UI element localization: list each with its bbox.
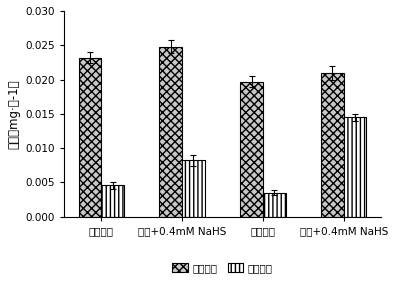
Bar	[263, 193, 286, 217]
Legend: 地上部分, 地下部分: 地上部分, 地下部分	[168, 259, 277, 277]
Bar	[240, 82, 263, 217]
Bar	[182, 160, 205, 217]
Bar	[101, 185, 124, 217]
Bar	[78, 57, 101, 217]
Bar	[321, 73, 344, 217]
Y-axis label: 干重（mg·株-1）: 干重（mg·株-1）	[7, 79, 20, 149]
Bar	[160, 47, 182, 217]
Bar	[344, 117, 366, 217]
